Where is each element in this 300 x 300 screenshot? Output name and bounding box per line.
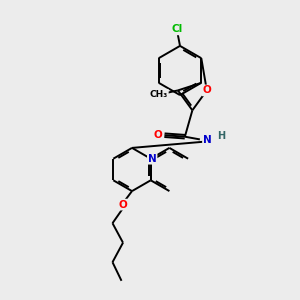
Text: Cl: Cl bbox=[171, 24, 183, 34]
Text: N: N bbox=[148, 154, 157, 164]
Text: O: O bbox=[202, 85, 211, 95]
Text: O: O bbox=[118, 200, 127, 210]
Text: N: N bbox=[203, 135, 212, 145]
Text: CH₃: CH₃ bbox=[150, 90, 168, 99]
Text: O: O bbox=[154, 130, 162, 140]
Text: H: H bbox=[217, 131, 225, 141]
